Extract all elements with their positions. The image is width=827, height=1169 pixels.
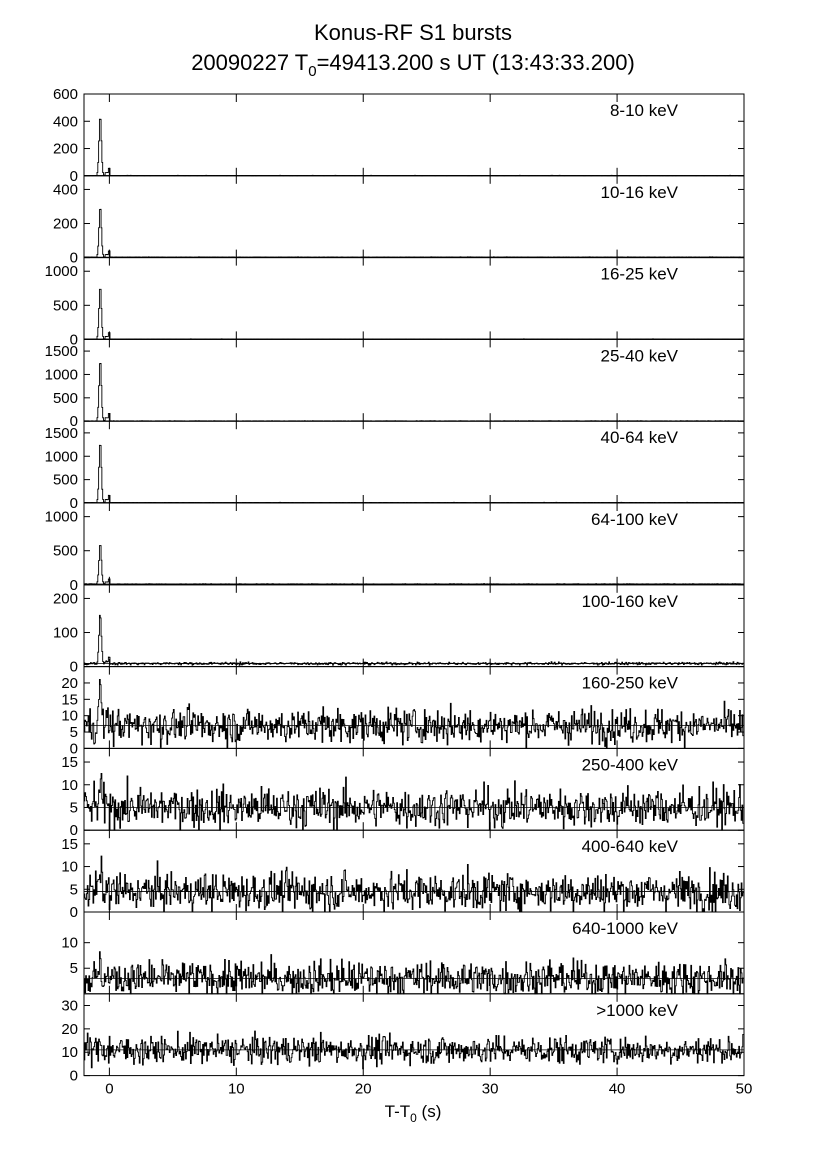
y-tick-label: 10 (61, 1044, 78, 1061)
energy-band-label: 25-40 keV (601, 346, 679, 365)
light-curve-series (84, 614, 744, 666)
energy-band-label: 10-16 keV (601, 183, 679, 202)
light-curve-series (84, 1030, 744, 1070)
chart-title: Konus-RF S1 bursts (314, 20, 512, 45)
y-tick-label: 10 (61, 859, 78, 876)
x-tick-label: 10 (228, 1081, 245, 1098)
y-tick-label: 30 (61, 997, 78, 1014)
x-axis-label-subscript: 0 (410, 1111, 417, 1125)
y-tick-label: 0 (70, 740, 78, 757)
y-tick-label: 200 (53, 141, 78, 158)
y-tick-label: 10 (61, 777, 78, 794)
y-tick-label: 20 (61, 675, 78, 692)
x-tick-label: 0 (105, 1081, 113, 1098)
panel-9: 0 5 10 15 250-400 keV (61, 747, 745, 839)
panel-5: 0 500 1000 1500 40-64 keV (45, 420, 745, 512)
light-curve-series (84, 773, 744, 831)
light-curve-series (84, 951, 744, 995)
y-tick-label: 600 (53, 86, 78, 103)
x-tick-label: 20 (355, 1081, 372, 1098)
y-tick-label: 15 (61, 754, 78, 771)
y-tick-label: 5 (70, 724, 78, 741)
subtitle-suffix: =49413.200 s UT (13:43:33.200) (317, 50, 635, 75)
panel-2: 0 200 400 10-16 keV (53, 175, 745, 267)
light-curve-series (84, 444, 744, 504)
y-tick-label: 10 (61, 935, 78, 952)
panel-6: 0 500 1000 64-100 keV (45, 502, 745, 594)
y-tick-label: 400 (53, 181, 78, 198)
y-tick-label: 500 (53, 297, 78, 314)
x-axis-label-suffix: (s) (417, 1102, 442, 1121)
energy-band-label: 400-640 keV (582, 837, 679, 856)
panel-3: 0 500 1000 16-25 keV (45, 257, 745, 348)
chart-subtitle: 20090227 T0=49413.200 s UT (13:43:33.200… (191, 50, 635, 80)
y-tick-label: 0 (70, 822, 78, 839)
energy-band-label: 64-100 keV (591, 510, 679, 529)
energy-band-label: 8-10 keV (610, 101, 679, 120)
y-tick-label: 100 (53, 625, 78, 642)
light-curve-series (84, 363, 744, 422)
panel-1: 0 200 400 600 8-10 keV (53, 86, 745, 185)
panel-12: 0 10 20 30 >1000 keV (61, 993, 745, 1085)
light-curve-series (84, 679, 744, 749)
energy-band-label: 160-250 keV (582, 674, 679, 693)
y-tick-label: 1000 (45, 448, 78, 465)
panel-7: 0 100 200 100-160 keV (53, 584, 745, 676)
y-tick-label: 1500 (45, 343, 78, 360)
x-tick-label: 50 (736, 1081, 753, 1098)
energy-band-label: 250-400 keV (582, 755, 679, 774)
energy-band-label: >1000 keV (596, 1001, 678, 1020)
y-tick-label: 200 (53, 216, 78, 233)
y-tick-label: 200 (53, 590, 78, 607)
x-tick-label: 40 (609, 1081, 626, 1098)
y-tick-label: 0 (70, 413, 78, 430)
light-curve-series (84, 288, 744, 340)
y-tick-label: 20 (61, 1021, 78, 1038)
energy-band-label: 16-25 keV (601, 265, 679, 284)
x-axis-label-prefix: T-T (385, 1102, 411, 1121)
x-axis-label: T-T0 (s) (385, 1102, 442, 1125)
light-curve-series (84, 855, 744, 913)
y-tick-label: 5 (70, 799, 78, 816)
y-tick-label: 5 (70, 960, 78, 977)
y-tick-label: 400 (53, 113, 78, 130)
y-tick-label: 0 (70, 904, 78, 921)
panel-10: 0 5 10 15 400-640 keV (61, 829, 745, 921)
y-tick-label: 0 (70, 250, 78, 267)
y-tick-label: 500 (53, 543, 78, 560)
y-tick-label: 1500 (45, 425, 78, 442)
y-tick-label: 1000 (45, 366, 78, 383)
energy-band-label: 640-1000 keV (572, 919, 679, 938)
y-tick-label: 0 (70, 495, 78, 512)
x-tick-label: 30 (482, 1081, 499, 1098)
panel-4: 0 500 1000 1500 25-40 keV (45, 338, 745, 430)
subtitle-prefix: 20090227 T (191, 50, 308, 75)
panel-frame (83, 993, 745, 1077)
y-tick-label: 0 (70, 331, 78, 348)
y-tick-label: 0 (70, 659, 78, 676)
y-tick-label: 1000 (45, 509, 78, 526)
light-curve-series (84, 545, 744, 585)
y-tick-label: 15 (61, 691, 78, 708)
y-tick-label: 5 (70, 881, 78, 898)
y-tick-label: 500 (53, 472, 78, 489)
y-tick-label: 1000 (45, 263, 78, 280)
y-tick-label: 500 (53, 390, 78, 407)
energy-band-label: 40-64 keV (601, 428, 679, 447)
subtitle-subscript: 0 (308, 63, 316, 80)
y-tick-label: 0 (70, 577, 78, 594)
light-curve-series (84, 118, 744, 177)
light-curve-series (84, 208, 744, 258)
panel-11: 5 10 640-1000 keV (61, 911, 745, 995)
y-tick-label: 10 (61, 708, 78, 725)
y-tick-label: 0 (70, 1068, 78, 1085)
energy-band-label: 100-160 keV (582, 592, 679, 611)
y-tick-label: 0 (70, 168, 78, 185)
y-tick-label: 15 (61, 836, 78, 853)
